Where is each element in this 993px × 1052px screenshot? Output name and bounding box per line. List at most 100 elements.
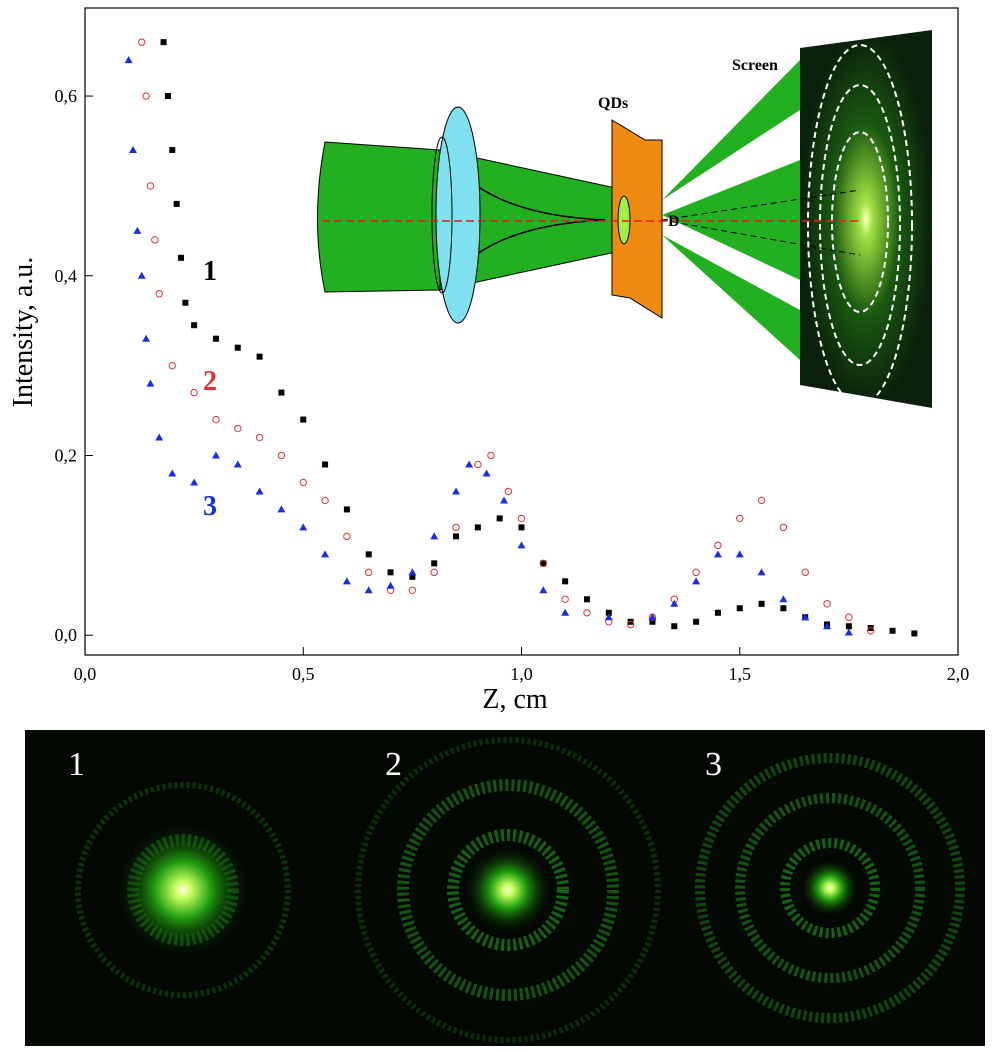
- data-point: [365, 551, 372, 558]
- data-point: [164, 93, 171, 100]
- data-point: [482, 469, 491, 477]
- data-point: [692, 568, 700, 577]
- data-point: [168, 361, 177, 370]
- data-point: [504, 487, 513, 496]
- data-point: [714, 541, 722, 550]
- data-point: [627, 618, 634, 625]
- data-point: [191, 322, 198, 329]
- data-point: [182, 299, 189, 306]
- y-axis-label: Intensity, a.u.: [8, 257, 39, 408]
- data-point: [452, 523, 460, 532]
- data-point: [146, 182, 155, 190]
- data-point: [278, 389, 285, 396]
- data-point: [233, 460, 242, 468]
- data-point: [129, 145, 138, 153]
- data-point: [321, 550, 330, 558]
- data-point: [190, 388, 198, 397]
- data-point: [169, 146, 176, 153]
- data-point: [758, 600, 765, 607]
- data-point: [212, 415, 220, 424]
- inset-label: D: [668, 213, 680, 230]
- data-point: [757, 568, 766, 576]
- data-point: [155, 433, 164, 441]
- data-point: [474, 524, 481, 531]
- data-point: [387, 569, 394, 576]
- data-point: [539, 559, 548, 568]
- data-point: [431, 560, 438, 567]
- data-point: [500, 496, 509, 504]
- data-point: [626, 620, 635, 629]
- series-label: 3: [203, 491, 217, 522]
- data-point: [299, 523, 308, 531]
- data-point: [844, 628, 853, 636]
- data-point: [364, 586, 373, 594]
- data-point: [539, 586, 548, 594]
- y-tick-label: 0,4: [55, 266, 78, 286]
- data-point: [142, 92, 150, 100]
- x-tick-label: 2,0: [947, 664, 970, 684]
- data-point: [517, 514, 526, 523]
- data-point: [735, 550, 744, 558]
- data-point: [277, 451, 286, 460]
- photo-label: 1: [68, 746, 85, 783]
- data-point: [155, 290, 163, 298]
- data-point: [604, 613, 613, 621]
- photo-label: 3: [705, 746, 722, 783]
- data-point: [409, 573, 416, 580]
- data-point: [465, 460, 474, 468]
- data-point: [142, 334, 151, 342]
- data-point: [583, 609, 591, 617]
- data-point: [160, 39, 167, 46]
- data-point: [300, 416, 307, 423]
- data-point: [780, 605, 787, 612]
- data-point: [190, 478, 199, 486]
- x-tick-label: 1,5: [729, 664, 752, 684]
- data-point: [211, 451, 220, 459]
- data-point: [212, 335, 219, 342]
- data-point: [801, 613, 810, 621]
- data-point: [713, 550, 722, 558]
- y-tick-label: 0,2: [55, 446, 78, 466]
- inset-label: QDs: [598, 95, 628, 112]
- data-point: [124, 56, 133, 64]
- data-point: [173, 200, 180, 207]
- data-point: [151, 236, 159, 244]
- data-point: [255, 433, 264, 442]
- data-point: [146, 379, 155, 387]
- data-point: [137, 271, 146, 279]
- photo-panel: 1 2 3: [25, 730, 985, 1046]
- data-point: [277, 505, 286, 513]
- x-axis-label: Z, cm: [482, 684, 548, 715]
- data-point: [561, 608, 570, 616]
- data-point: [430, 532, 439, 540]
- data-point: [801, 568, 809, 577]
- plot: 0,0 0,5 1,0 1,5 2,0 0,0 0,2 0,4 0,6 1 2 3: [55, 7, 970, 684]
- data-point: [671, 623, 678, 630]
- data-point: [517, 541, 526, 549]
- data-point: [670, 599, 679, 607]
- data-point: [867, 627, 875, 635]
- data-point: [234, 344, 241, 351]
- x-tick-label: 1,0: [510, 664, 533, 684]
- inset-diagram: QDs D Screen: [317, 30, 932, 408]
- data-point: [845, 613, 853, 621]
- data-point: [168, 469, 177, 477]
- data-point: [648, 613, 657, 621]
- data-point: [342, 577, 351, 585]
- data-point: [693, 618, 700, 625]
- data-point: [540, 560, 547, 567]
- series-label: 2: [203, 366, 217, 397]
- data-point: [845, 623, 852, 630]
- data-point: [823, 622, 832, 630]
- data-point: [487, 451, 495, 460]
- data-point: [299, 478, 307, 487]
- data-point: [178, 254, 185, 261]
- data-point: [583, 596, 590, 603]
- data-point: [562, 578, 569, 585]
- data-point: [911, 630, 918, 637]
- data-point: [889, 627, 896, 634]
- data-point: [365, 568, 373, 577]
- data-point: [408, 586, 417, 594]
- data-point: [823, 600, 831, 608]
- data-point: [138, 38, 146, 46]
